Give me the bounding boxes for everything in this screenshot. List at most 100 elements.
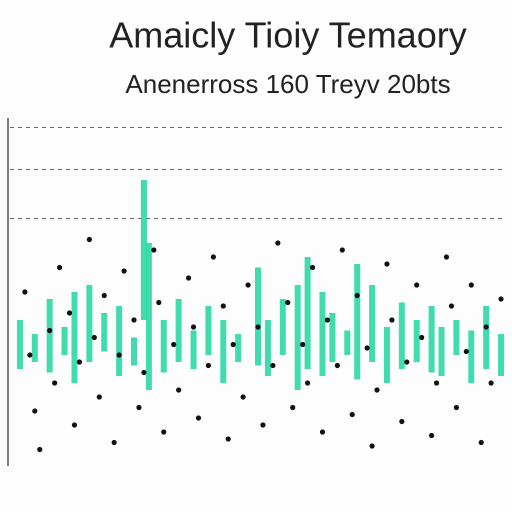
dot: [354, 292, 360, 299]
range-bar: [220, 320, 227, 383]
dot: [47, 327, 53, 334]
dot: [414, 282, 420, 288]
dot: [463, 348, 469, 355]
range-bar: [453, 320, 460, 355]
range-bar: [483, 306, 490, 369]
chart-title: Amaicly Tioiy Temaory: [109, 15, 466, 56]
range-bar: [344, 330, 351, 355]
range-bar: [175, 299, 182, 362]
dot: [225, 436, 231, 442]
range-bar: [131, 337, 137, 366]
dot: [86, 236, 92, 243]
dot: [285, 299, 291, 306]
range-bar: [354, 264, 361, 380]
dot: [270, 362, 276, 369]
range-bar: [319, 292, 326, 376]
dot: [220, 303, 226, 309]
dot: [76, 359, 83, 365]
dot: [96, 394, 102, 400]
dot: [255, 324, 261, 330]
dot: [478, 439, 484, 446]
range-bar: [116, 306, 123, 376]
dot: [488, 380, 494, 386]
dot: [32, 408, 38, 414]
range-bar: [369, 285, 376, 362]
range-bar: [160, 320, 167, 373]
dot: [399, 418, 405, 425]
dot: [161, 429, 167, 435]
dot: [429, 432, 435, 439]
dot: [185, 275, 192, 281]
dot: [190, 324, 197, 330]
dot: [349, 411, 355, 418]
range-bar: [190, 330, 197, 369]
dot: [91, 334, 97, 341]
range-bar: [498, 334, 505, 376]
dot: [245, 282, 251, 288]
dot: [230, 341, 236, 348]
dot: [404, 359, 410, 365]
dot: [468, 282, 474, 288]
range-bar: [46, 299, 53, 373]
dot: [66, 310, 73, 316]
range-bar: [304, 257, 311, 369]
dot: [176, 387, 182, 393]
range-bar: [383, 327, 390, 383]
range-bar: [205, 306, 212, 355]
dot: [364, 345, 370, 351]
dot: [369, 443, 375, 449]
dot: [131, 317, 137, 323]
range-bar: [294, 285, 301, 390]
range-bar: [398, 302, 405, 369]
dot: [210, 254, 216, 260]
dot: [57, 264, 63, 271]
range-bar: [86, 285, 93, 362]
dot: [205, 362, 211, 369]
range-bar: [428, 306, 435, 373]
dot: [260, 422, 266, 428]
range-bar: [101, 313, 108, 352]
dot: [111, 439, 117, 446]
dot: [27, 352, 33, 358]
range-bar: [140, 180, 147, 320]
dot: [52, 380, 58, 386]
dot: [290, 404, 296, 411]
dot: [22, 289, 28, 295]
dot: [121, 268, 127, 274]
range-bar: [279, 299, 286, 355]
dot: [240, 394, 246, 400]
dot: [141, 369, 147, 376]
dot: [116, 352, 122, 358]
dot: [37, 446, 43, 453]
range-bar: [438, 327, 445, 376]
range-bar: [264, 320, 271, 376]
dot: [156, 299, 162, 306]
dot: [389, 317, 395, 323]
dot: [309, 264, 316, 271]
dot: [374, 387, 380, 393]
range-bar: [413, 320, 420, 362]
range-bar: [255, 267, 261, 366]
range-bar: [329, 313, 336, 362]
range-bar: [31, 334, 38, 362]
dot: [305, 380, 311, 386]
dot: [453, 404, 459, 411]
dot: [483, 324, 489, 330]
dot: [136, 404, 142, 411]
dot: [300, 341, 306, 348]
dot: [433, 380, 440, 386]
dot: [448, 303, 455, 309]
dot: [101, 292, 107, 299]
range-bar: [145, 243, 152, 390]
dot: [319, 429, 326, 435]
dot: [171, 341, 177, 348]
dot: [419, 334, 425, 341]
dot: [195, 415, 202, 421]
dot: [151, 247, 157, 253]
range-bar: [71, 292, 78, 383]
dot: [334, 362, 340, 369]
range-bar: [235, 334, 242, 362]
dot: [443, 254, 450, 260]
